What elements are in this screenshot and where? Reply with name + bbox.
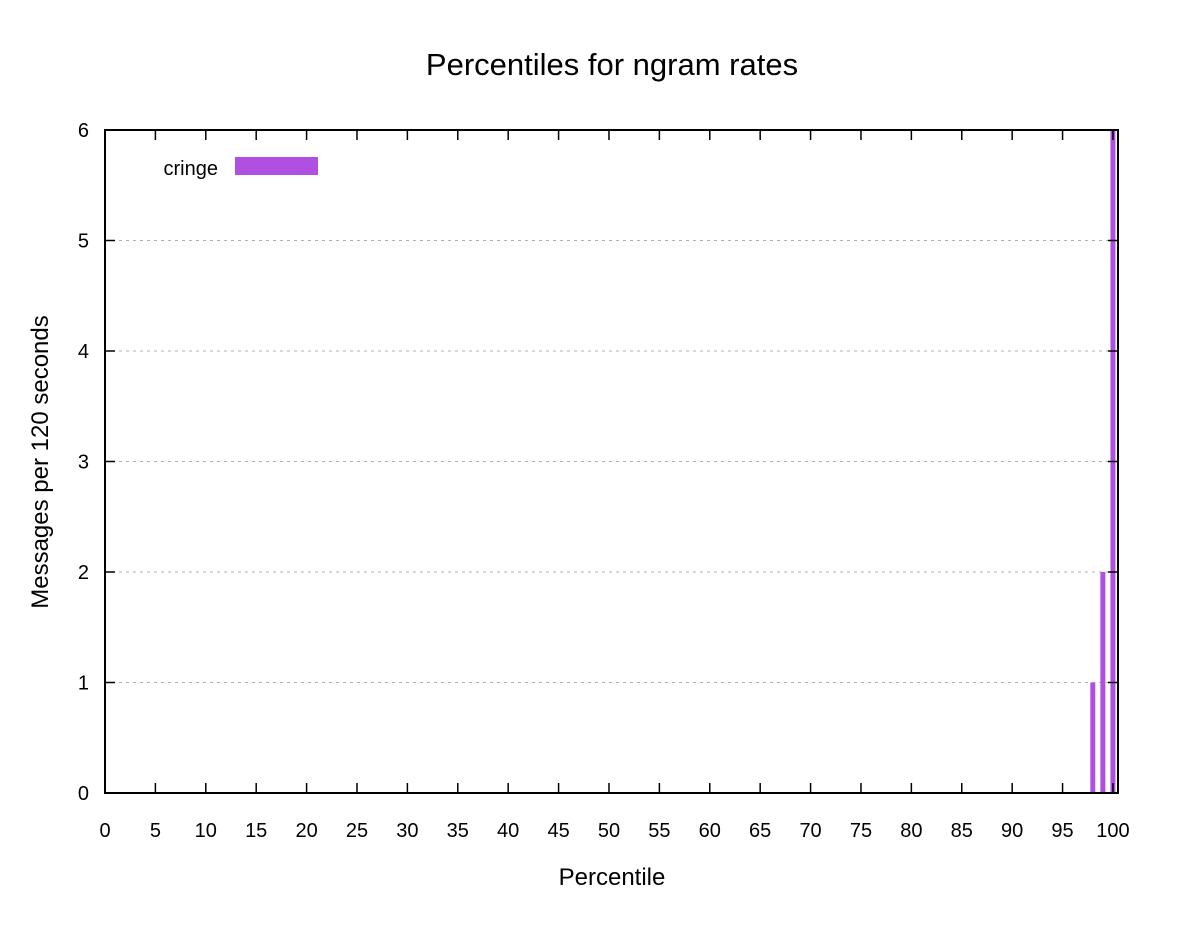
grid-lines: [105, 240, 1118, 683]
x-tick-label: 20: [295, 820, 317, 842]
y-tick-label: 1: [78, 673, 89, 695]
x-tick-label: 15: [245, 820, 267, 842]
legend: cringe: [164, 157, 318, 180]
x-tick-label: 35: [447, 820, 469, 842]
axis-ticks: [104, 129, 1118, 794]
x-tick-label: 85: [951, 820, 973, 842]
x-tick-label: 5: [150, 820, 161, 842]
y-tick-label: 3: [78, 452, 89, 474]
y-tick-label: 5: [78, 231, 89, 253]
x-axis-label: Percentile: [559, 864, 666, 891]
x-tick-label: 40: [497, 820, 519, 842]
legend-swatch-cringe: [235, 157, 318, 175]
x-tick-label: 55: [648, 820, 670, 842]
x-tick-label: 100: [1096, 820, 1129, 842]
x-tick-label: 80: [900, 820, 922, 842]
bar-cringe-99: [1100, 572, 1106, 793]
chart-title: Percentiles for ngram rates: [426, 47, 798, 82]
y-tick-label: 0: [78, 783, 89, 805]
legend-label-cringe: cringe: [164, 158, 218, 180]
x-tick-label: 90: [1001, 820, 1023, 842]
y-tick-label: 4: [78, 341, 89, 363]
x-tick-label: 25: [346, 820, 368, 842]
x-tick-label: 50: [598, 820, 620, 842]
x-tick-label: 65: [749, 820, 771, 842]
y-axis-label: Messages per 120 seconds: [27, 315, 54, 609]
x-tick-label: 30: [396, 820, 418, 842]
x-tick-label: 10: [195, 820, 217, 842]
x-tick-label: 70: [799, 820, 821, 842]
x-tick-label: 0: [99, 820, 110, 842]
y-tick-label: 2: [78, 562, 89, 584]
x-tick-label: 45: [547, 820, 569, 842]
x-tick-label: 95: [1051, 820, 1073, 842]
x-tick-label: 60: [699, 820, 721, 842]
x-tick-label: 75: [850, 820, 872, 842]
y-tick-label: 6: [78, 120, 89, 142]
bar-cringe-98: [1090, 682, 1096, 793]
